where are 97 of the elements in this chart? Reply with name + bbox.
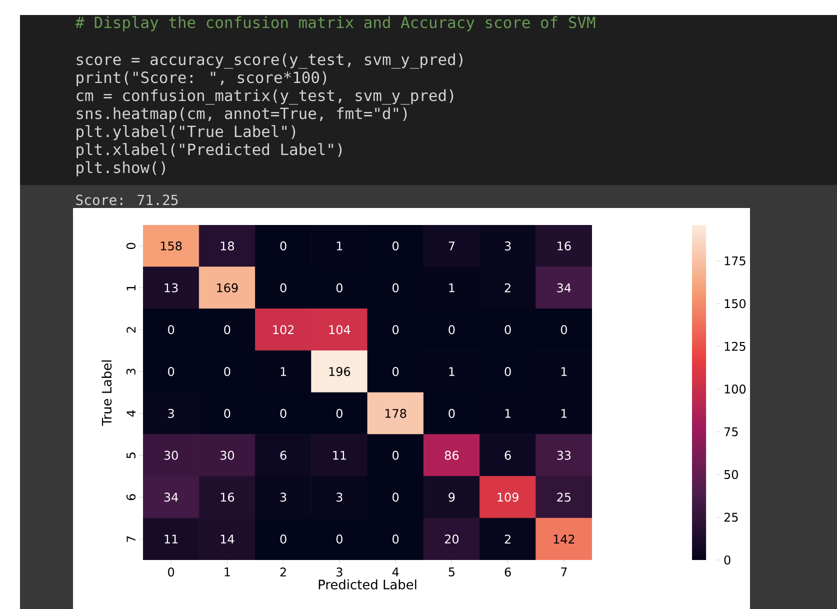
color-bar-label: 125: [724, 342, 746, 351]
text: sns.heatmap(cm, annot=True, fmt="d"): [76, 107, 407, 122]
data-label: 0: [224, 408, 230, 418]
data-label: 0: [392, 450, 399, 460]
text: plt.xlabel("Predicted Label"): [76, 143, 342, 158]
color-bar-label: 150: [724, 299, 746, 308]
data-label: 33: [557, 450, 571, 460]
data-label: 0: [336, 534, 342, 544]
data-label: 0: [280, 283, 286, 292]
data-label: 0: [448, 408, 455, 418]
data-label: 169: [217, 283, 238, 292]
text: plt.show(): [76, 161, 165, 176]
data-label: 0: [560, 325, 567, 334]
x-tick-label: 2: [280, 568, 286, 576]
data-label: 9: [448, 492, 455, 502]
data-label: 1: [505, 409, 511, 418]
data-label: 0: [336, 283, 342, 292]
y-tick-label: 4: [126, 410, 136, 417]
data-label: 0: [224, 325, 230, 334]
data-label: 1: [336, 242, 342, 250]
data-label: 25: [557, 492, 571, 502]
x-tick-label: 6: [504, 568, 511, 577]
color-bar-label: 25: [724, 512, 738, 522]
data-label: 3: [336, 492, 342, 502]
text: score = accuracy_score(y_test, svm_y_pred): [76, 53, 462, 69]
x-tick-label: 1: [224, 568, 230, 576]
data-label: 2: [504, 534, 510, 544]
text: Score: 71.25: [76, 194, 178, 206]
data-label: 104: [329, 325, 350, 334]
color-bar-label: 75: [724, 427, 738, 436]
data-label: 0: [392, 325, 399, 334]
data-label: 0: [280, 241, 286, 250]
data-label: 0: [504, 325, 511, 334]
data-label: 109: [498, 492, 518, 502]
data-label: 16: [558, 241, 571, 250]
data-label: 2: [504, 283, 510, 292]
data-label: 3: [280, 492, 286, 502]
data-label: 102: [273, 325, 294, 334]
y-tick-label: 3: [126, 368, 136, 374]
data-label: 6: [280, 450, 286, 460]
data-label: 0: [392, 283, 399, 292]
text: # Display the confusion matrix and Accuracy score of SVM: [75, 16, 596, 32]
data-label: 3: [168, 408, 174, 418]
data-label: 0: [392, 367, 399, 376]
data-label: 158: [160, 241, 182, 250]
data-label: 0: [168, 325, 174, 334]
x-tick-label: 5: [448, 568, 454, 576]
data-label: 0: [168, 367, 174, 376]
color-bar-label: 0: [724, 555, 730, 565]
data-label: 7: [448, 242, 454, 250]
y-axis-title: True Label: [102, 360, 112, 426]
data-label: 0: [224, 367, 230, 376]
y-tick-label: 1: [126, 285, 136, 290]
data-label: 20: [444, 534, 459, 544]
data-label: 1: [280, 367, 286, 376]
text: cm = confusion_matrix(y_test, svm_y_pred): [76, 89, 454, 105]
data-label: 142: [554, 534, 574, 544]
y-tick-label: 0: [126, 242, 136, 249]
y-tick-label: 6: [126, 494, 136, 500]
x-tick-label: 7: [561, 568, 567, 576]
data-label: 178: [385, 408, 406, 418]
data-label: 1: [561, 409, 567, 418]
data-label: 6: [504, 450, 511, 460]
y-tick-label: 5: [126, 452, 136, 458]
data-label: 1: [449, 367, 454, 376]
data-label: 0: [504, 367, 511, 376]
data-label: 14: [220, 534, 234, 544]
data-label: 3: [504, 241, 511, 250]
data-label: 11: [333, 450, 346, 460]
data-label: 30: [164, 450, 178, 460]
data-label: 13: [164, 283, 178, 292]
color-bar-label: 100: [724, 384, 746, 394]
data-label: 0: [280, 534, 286, 544]
y-tick-label: 7: [126, 536, 136, 542]
data-label: 0: [336, 408, 342, 418]
data-label: 0: [392, 492, 399, 502]
x-tick-label: 3: [336, 568, 342, 577]
data-label: 16: [220, 492, 234, 502]
data-label: 30: [220, 450, 234, 460]
x-tick-label: 4: [392, 568, 399, 576]
data-label: 0: [392, 241, 399, 250]
data-label: 34: [557, 283, 571, 292]
data-label: 196: [329, 367, 350, 376]
color-bar-label: 50: [724, 470, 738, 480]
text: plt.ylabel("True Label"): [76, 125, 296, 140]
color-bar-label: 175: [724, 256, 746, 266]
data-label: 86: [444, 450, 459, 460]
data-label: 11: [164, 534, 178, 544]
x-axis-title: Predicted Label: [318, 579, 416, 590]
data-label: 0: [448, 325, 455, 334]
data-label: 18: [220, 241, 234, 250]
text: print("Score: ", score*100): [76, 71, 326, 86]
y-tick-label: 2: [126, 327, 136, 333]
data-label: 1: [449, 283, 454, 292]
data-label: 1: [561, 367, 567, 376]
x-tick-label: 0: [168, 568, 174, 577]
data-label: 0: [280, 408, 286, 418]
